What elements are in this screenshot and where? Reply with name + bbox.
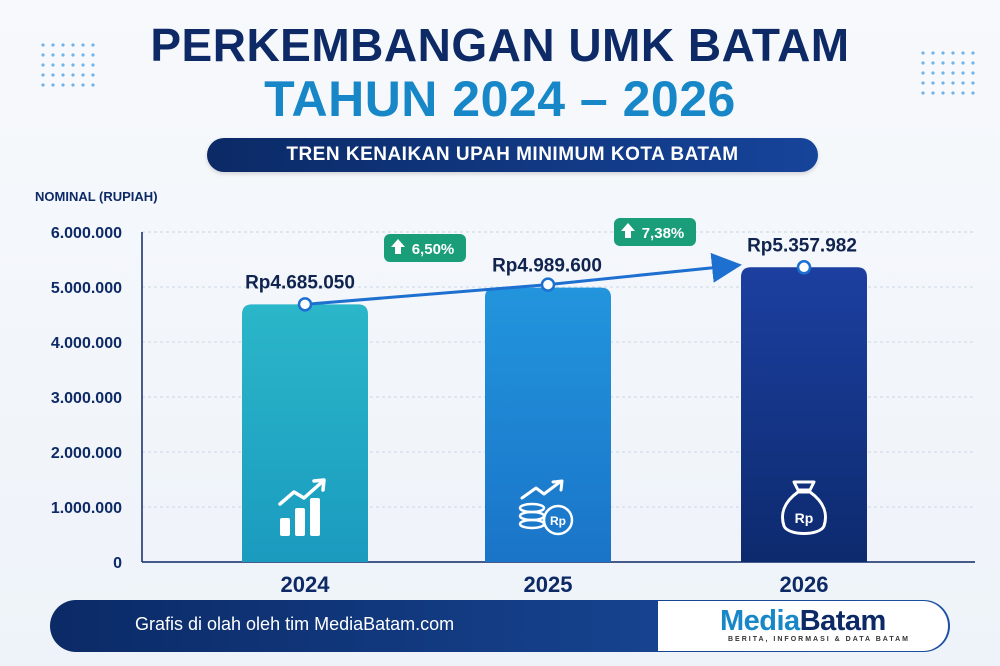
y-tick-label: 3.000.000 — [51, 390, 122, 407]
title-line-2: TAHUN 2024 – 2026 — [264, 71, 736, 127]
money-bag-icon: Rp — [781, 480, 827, 535]
svg-text:Rp: Rp — [795, 510, 814, 526]
value-label-2024: Rp4.685.050 — [245, 272, 355, 293]
logo-wordmark: MediaBatam — [720, 605, 886, 638]
coins-growth-icon: Rp — [518, 479, 574, 536]
growth-chart-icon — [278, 478, 326, 536]
subtitle-banner: TREN KENAIKAN UPAH MINIMUM KOTA BATAM — [207, 138, 818, 172]
growth-badge-1: 6,50% — [384, 234, 466, 262]
growth-label: 7,38% — [642, 225, 685, 242]
x-tick-label: 2024 — [281, 572, 331, 597]
x-tick-label: 2026 — [780, 572, 829, 597]
title-line-1: PERKEMBANGAN UMK BATAM — [150, 19, 850, 71]
arrow-up-icon — [391, 239, 405, 254]
value-label-2025: Rp4.989.600 — [492, 256, 602, 277]
trend-point — [796, 260, 812, 275]
bar-2024 — [242, 304, 368, 562]
trend-point — [297, 297, 313, 312]
logo-part-batam: Batam — [799, 605, 887, 637]
bar-2026 — [741, 267, 867, 562]
logo-tagline: BERITA, INFORMASI & DATA BATAM — [728, 636, 910, 643]
value-label-2026: Rp5.357.982 — [747, 235, 857, 256]
growth-label: 6,50% — [412, 241, 455, 258]
y-axis-label: NOMINAL (RUPIAH) — [35, 189, 158, 204]
mediabatam-logo: MediaBatam BERITA, INFORMASI & DATA BATA… — [658, 601, 948, 651]
footer-credit: Grafis di olah oleh tim MediaBatam.com — [135, 614, 455, 634]
svg-text:Rp: Rp — [550, 514, 566, 528]
y-tick-label: 5.000.000 — [51, 280, 122, 297]
bar-2025 — [485, 287, 611, 562]
y-tick-label: 0 — [113, 555, 122, 572]
growth-badge-2: 7,38% — [614, 218, 696, 246]
y-tick-label: 1.000.000 — [51, 500, 122, 517]
arrow-up-icon — [621, 223, 635, 238]
x-tick-label: 2025 — [524, 572, 573, 597]
logo-part-media: Media — [720, 605, 800, 637]
decorative-dots-left — [38, 40, 98, 90]
footer-bar: Grafis di olah oleh tim MediaBatam.com M… — [50, 600, 950, 652]
y-tick-label: 2.000.000 — [51, 445, 122, 462]
trend-point — [540, 277, 556, 292]
decorative-dots-right — [918, 48, 978, 98]
y-tick-label: 6.000.000 — [51, 225, 122, 242]
y-tick-label: 4.000.000 — [51, 335, 122, 352]
